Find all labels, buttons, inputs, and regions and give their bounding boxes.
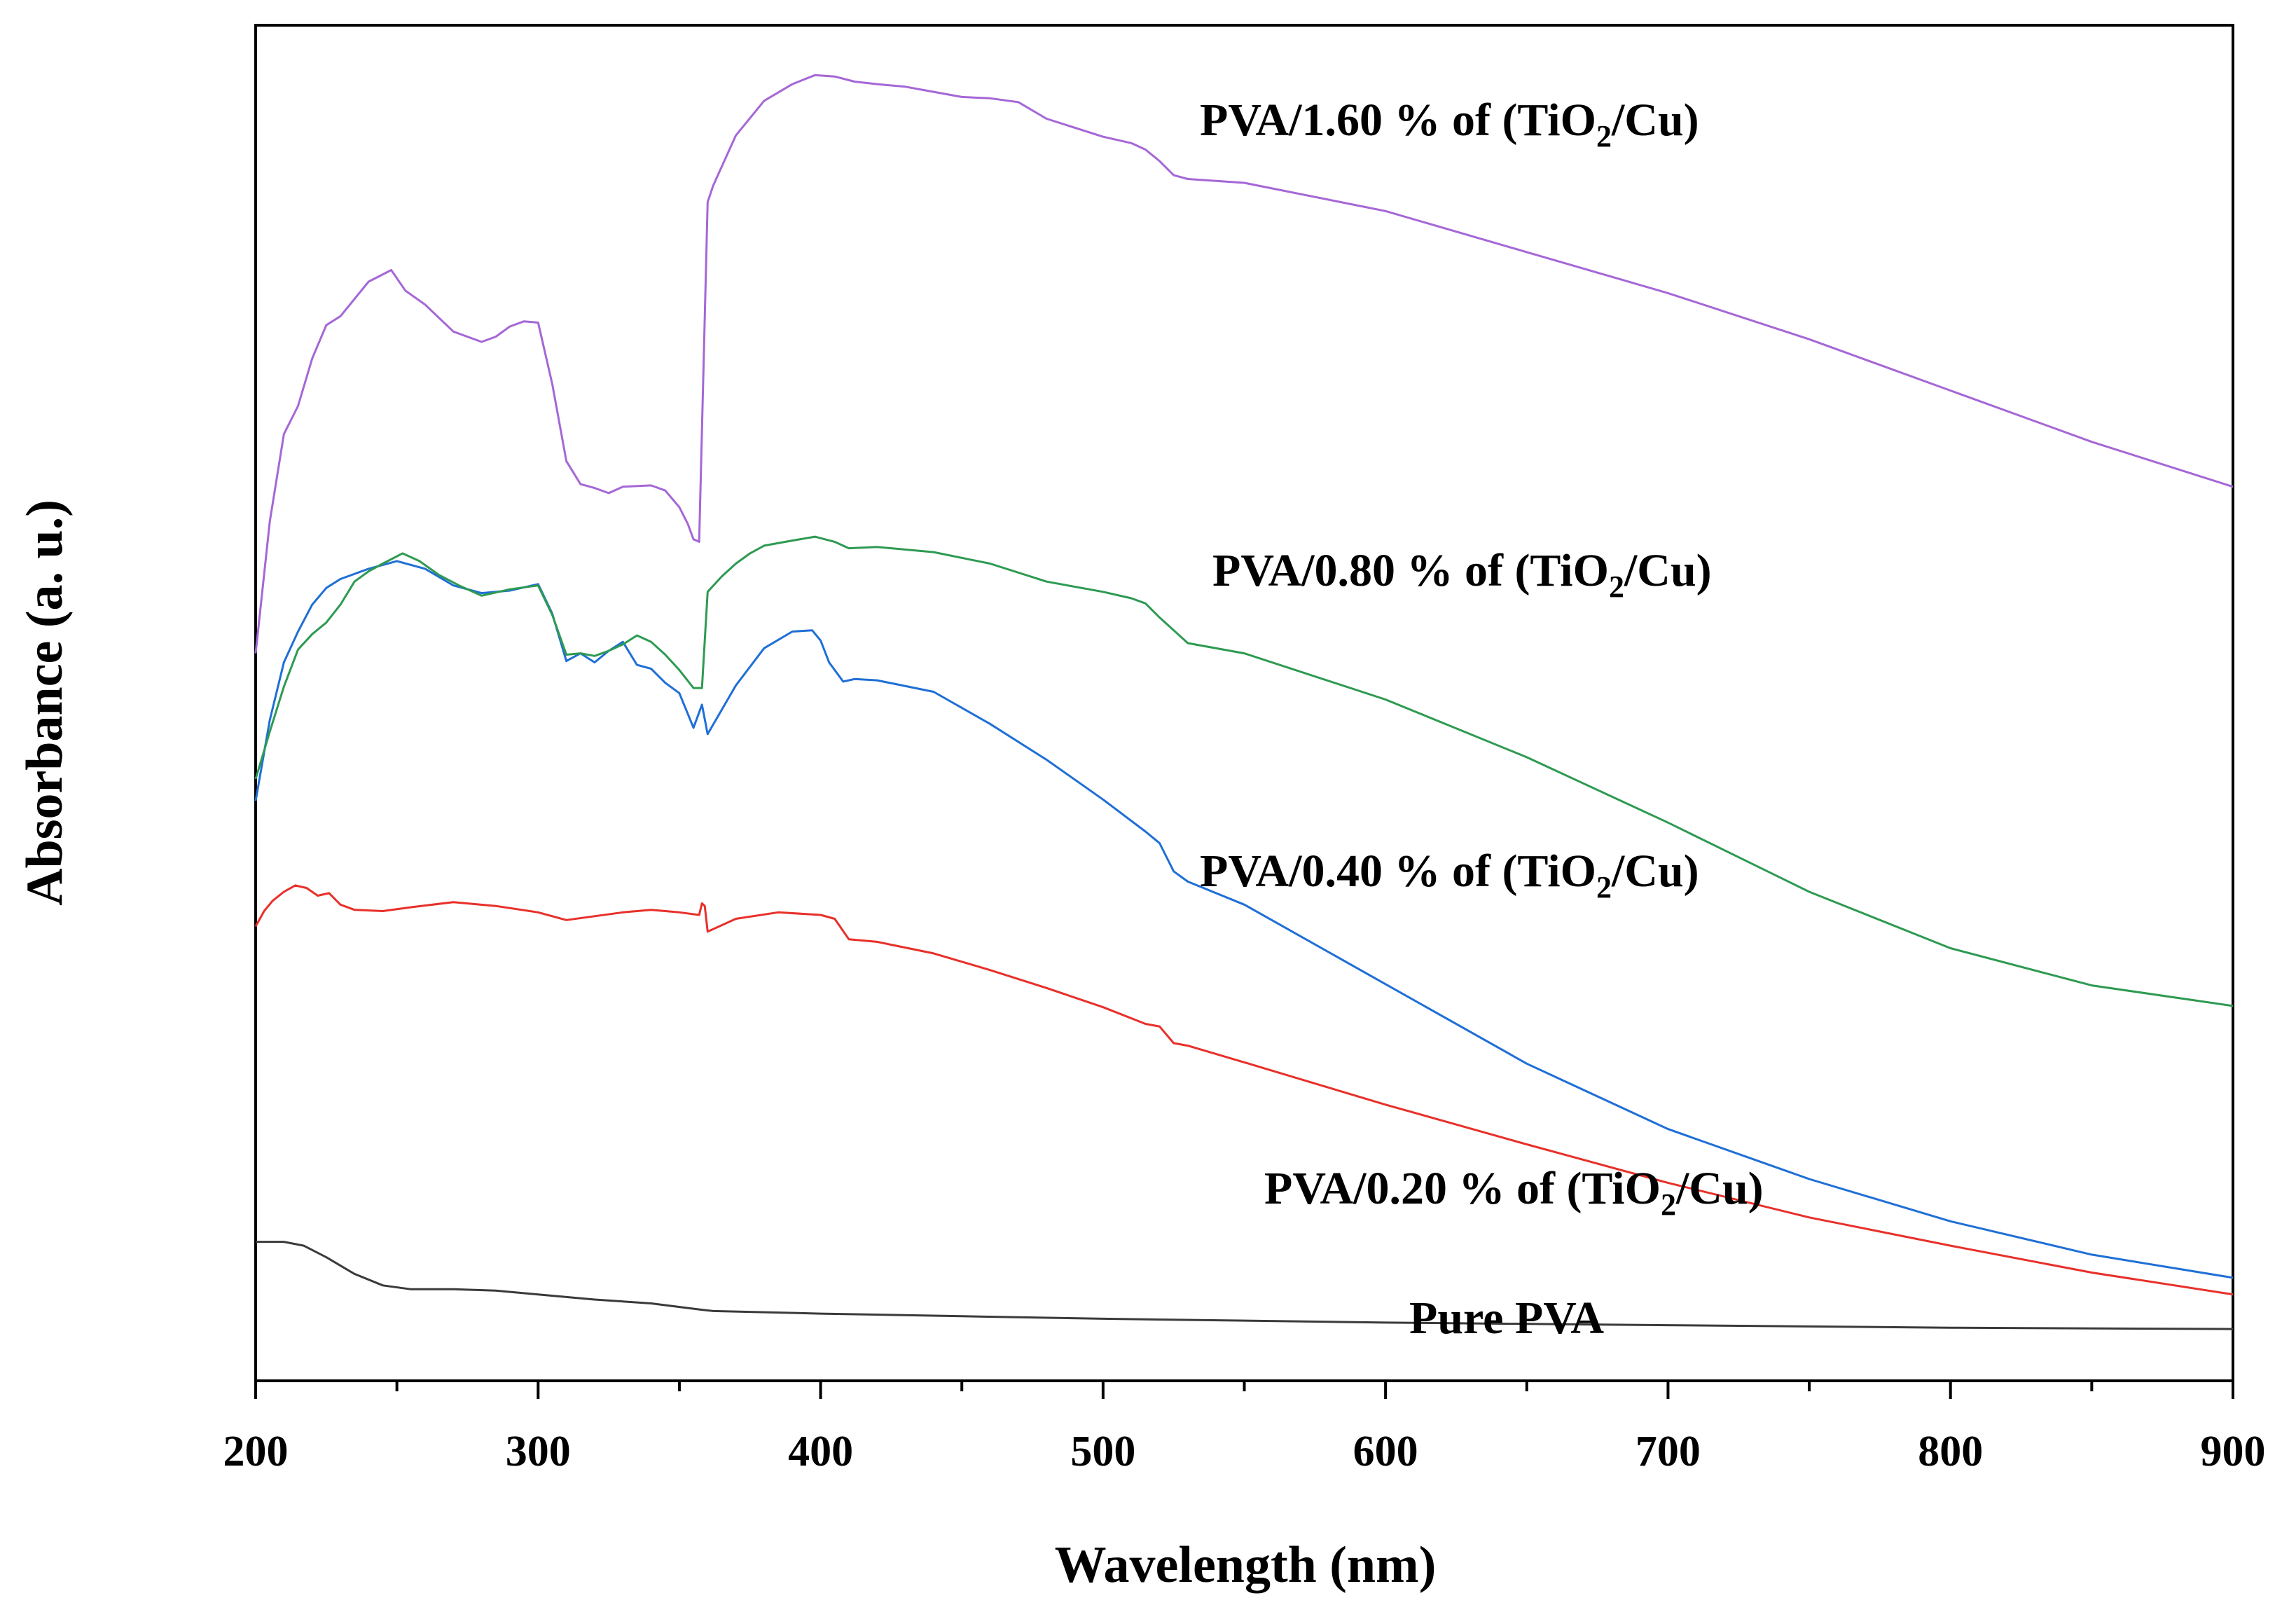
plot-frame <box>254 24 2234 1382</box>
series-line-2 <box>254 560 2234 1279</box>
series-label-3: PVA/0.80 % of (TiO2/Cu) <box>1212 545 1712 604</box>
series-line-4 <box>254 74 2234 654</box>
x-tick-label: 500 <box>1070 1428 1135 1475</box>
series-labels: Pure PVA PVA/0.20 % of (TiO2/Cu) PVA/0.40 … <box>1200 95 1764 1344</box>
series-label-2: PVA/0.40 % of (TiO2/Cu) <box>1200 846 1699 904</box>
x-tick-label: 900 <box>2201 1428 2266 1475</box>
x-tick-label: 300 <box>506 1428 571 1475</box>
series-label-1: PVA/0.20 % of (TiO2/Cu) <box>1264 1163 1764 1222</box>
x-tick-label: 800 <box>1918 1428 1983 1475</box>
series-line-3 <box>254 535 2234 1007</box>
x-tick-label: 200 <box>223 1428 289 1475</box>
x-tick-label: 600 <box>1353 1428 1418 1475</box>
series-line-1 <box>254 884 2234 1296</box>
x-axis-ticks: 200 300 400 500 600 700 800 900 <box>223 1381 2266 1475</box>
y-axis-title: Absorbance (a. u.) <box>16 500 74 906</box>
x-axis-title: Wavelength (nm) <box>1055 1536 1437 1594</box>
series-line-0 <box>256 1241 2234 1330</box>
x-tick-label: 400 <box>788 1428 853 1475</box>
series-label-4: PVA/1.60 % of (TiO2/Cu) <box>1200 95 1699 153</box>
series-label-0: Pure PVA <box>1409 1293 1604 1344</box>
series-lines <box>254 74 2234 1330</box>
x-tick-label: 700 <box>1635 1428 1701 1475</box>
